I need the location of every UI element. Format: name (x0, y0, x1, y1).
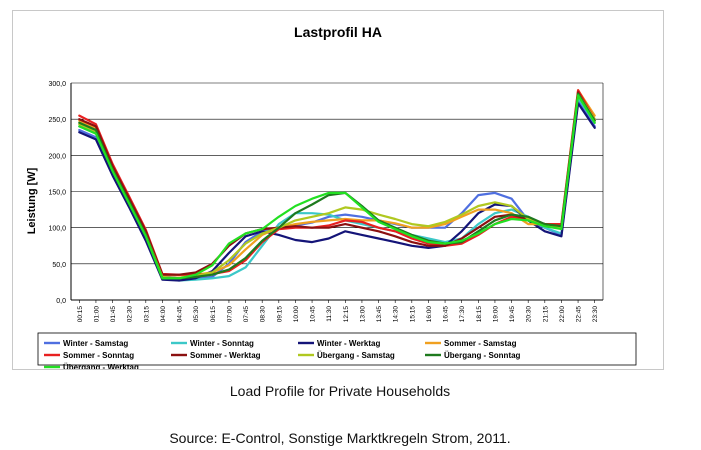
series-line-sommer-werktag (78, 91, 596, 276)
x-tick-label: 11:30 (326, 306, 333, 322)
x-tick-label: 16:45 (443, 306, 450, 323)
x-tick-label: 09:15 (276, 306, 283, 323)
x-tick-label: 10:00 (293, 306, 300, 323)
chart-title: Lastprofil HA (294, 24, 382, 40)
figure-caption: Load Profile for Private Households (229, 383, 451, 399)
x-tick-label: 10:45 (310, 306, 317, 323)
legend-label: Winter - Samstag (63, 339, 128, 348)
y-tick-label: 100,0 (48, 226, 66, 233)
series-line--bergang-werktag (78, 94, 596, 280)
x-tick-label: 06:15 (210, 306, 217, 323)
legend-label: Sommer - Samstag (444, 339, 517, 348)
x-tick-label: 23:30 (592, 306, 599, 323)
legend-label: Sommer - Werktag (190, 351, 261, 360)
x-tick-label: 00:15 (77, 306, 84, 323)
x-tick-label: 22:00 (559, 306, 566, 323)
x-tick-label: 04:00 (160, 306, 167, 323)
legend-label: Sommer - Sonntag (63, 351, 134, 360)
grid-layer (71, 82, 603, 301)
x-tick-label: 01:45 (110, 306, 117, 323)
legend-label: Übergang - Sonntag (444, 351, 521, 360)
figure-source: Source: E-Control, Sonstige Marktkregeln… (169, 430, 511, 446)
x-tick-label: 19:45 (509, 306, 516, 323)
x-tick-label: 20:30 (526, 306, 533, 323)
y-tick-label: 200,0 (48, 153, 66, 160)
x-tick-label: 19:00 (492, 306, 499, 323)
series-line-winter-samstag (78, 99, 596, 280)
x-tick-label: 03:15 (143, 306, 150, 323)
series-line--bergang-samstag (78, 92, 596, 280)
legend-label: Winter - Sonntag (190, 339, 254, 348)
legend-label: Winter - Werktag (317, 339, 380, 348)
x-tick-label: 05:30 (193, 306, 200, 323)
series-line-sommer-samstag (78, 89, 596, 277)
x-tick-label: 07:45 (243, 306, 250, 323)
x-tick-label: 14:30 (393, 306, 400, 323)
x-tick-label: 12:15 (343, 306, 350, 323)
y-tick-label: 250,0 (48, 117, 66, 124)
legend-label: Übergang - Werktag (63, 363, 139, 369)
x-tick-label: 21:15 (542, 306, 549, 323)
series-line-sommer-sonntag (78, 89, 596, 276)
y-tick-label: 0,0 (56, 298, 66, 305)
series-layer (78, 89, 596, 282)
axis-layer: 0,0 50,0 100,0 150,0 200,0 250,0 300,0 00:15 01:… (48, 81, 604, 323)
x-tick-label: 02:30 (127, 306, 134, 323)
series-line--bergang-sonntag (78, 92, 596, 280)
x-tick-label: 17:30 (459, 306, 466, 323)
legend: Winter - Samstag Winter - Sonntag Winter -… (37, 332, 637, 369)
legend-label: Übergang - Samstag (317, 351, 395, 360)
chart-figure: Lastprofil HA Leistung [W] 0,0 50,0 100,0 1… (12, 10, 664, 370)
x-tick-label: 07:00 (226, 306, 233, 323)
legend-box (37, 332, 637, 366)
x-tick-label: 22:45 (576, 306, 583, 323)
x-tick-label: 18:15 (476, 306, 483, 323)
x-tick-label: 13:00 (359, 306, 366, 323)
load-profile-chart: Lastprofil HA Leistung [W] 0,0 50,0 100,0 1… (26, 24, 637, 369)
y-tick-label: 150,0 (48, 190, 66, 197)
series-line-winter-sonntag (78, 96, 596, 282)
x-tick-label: 13:45 (376, 306, 383, 323)
y-tick-label: 50,0 (52, 262, 66, 269)
y-axis-label: Leistung [W] (26, 167, 38, 234)
x-tick-label: 15:15 (409, 306, 416, 323)
y-tick-label: 300,0 (48, 81, 66, 88)
x-tick-label: 08:30 (260, 306, 267, 323)
x-tick-label: 04:45 (177, 306, 184, 323)
x-tick-label: 01:00 (93, 306, 100, 323)
x-tick-label: 16:00 (426, 306, 433, 323)
